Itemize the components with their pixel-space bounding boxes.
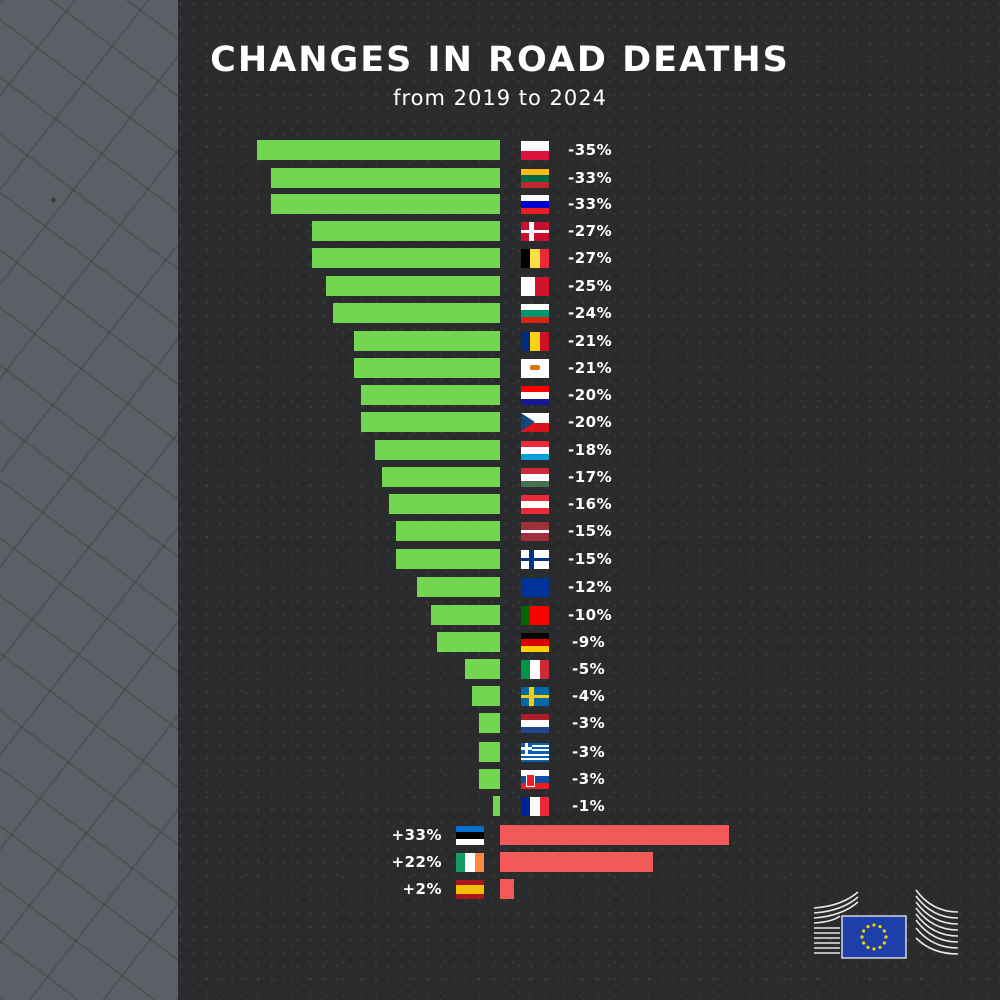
bar-sweden	[472, 686, 500, 706]
bar-finland	[395, 549, 500, 569]
flag-hungary-icon	[521, 468, 549, 487]
value-label: +2%	[402, 880, 442, 898]
bar-netherlands	[479, 713, 500, 733]
value-label: -10%	[568, 606, 613, 624]
bar-luxembourg	[374, 440, 500, 460]
flag-denmark-icon	[521, 222, 549, 241]
value-label: -17%	[568, 468, 613, 486]
bar-italy	[465, 659, 500, 679]
bar-croatia	[361, 385, 500, 405]
flag-bulgaria-icon	[521, 304, 549, 323]
chart-title: CHANGES IN ROAD DEATHS	[210, 40, 790, 80]
value-label: -18%	[568, 441, 613, 459]
value-label: -20%	[568, 413, 613, 431]
european-commission-logo	[813, 889, 959, 959]
value-label: -24%	[568, 304, 613, 322]
value-label: -5%	[572, 660, 606, 678]
value-label: -3%	[572, 743, 606, 761]
flag-ireland-icon	[456, 853, 484, 872]
flag-malta-icon	[521, 277, 549, 296]
flag-latvia-icon	[521, 522, 549, 541]
flag-cyprus-icon	[521, 359, 549, 378]
flag-belgium-icon	[521, 249, 549, 268]
flag-greece-icon	[521, 743, 549, 762]
asphalt-background	[178, 0, 1000, 1000]
flag-spain-icon	[456, 880, 484, 899]
flag-netherlands-icon	[521, 714, 549, 733]
flag-croatia-icon	[521, 386, 549, 405]
value-label: +22%	[391, 853, 442, 871]
flag-poland-icon	[521, 141, 549, 160]
bar-lithuania	[270, 168, 500, 188]
flag-slovenia-icon	[521, 195, 549, 214]
value-label: -33%	[568, 195, 613, 213]
value-label: -15%	[568, 522, 613, 540]
value-label: -33%	[568, 169, 613, 187]
flag-italy-icon	[521, 660, 549, 679]
flag-lithuania-icon	[521, 169, 549, 188]
value-label: -25%	[568, 277, 613, 295]
flag-portugal-icon	[521, 606, 549, 625]
chart-subtitle: from 2019 to 2024	[393, 86, 607, 110]
value-label: -20%	[568, 386, 613, 404]
bar-spain	[500, 879, 514, 899]
value-label: -35%	[568, 141, 613, 159]
flag-eu-icon	[521, 578, 549, 597]
bar-czechia	[361, 412, 500, 432]
bar-portugal	[430, 605, 500, 625]
bar-eu	[416, 577, 500, 597]
bar-germany	[437, 632, 500, 652]
bar-latvia	[395, 521, 500, 541]
bar-bulgaria	[333, 303, 500, 323]
value-label: -21%	[568, 359, 613, 377]
value-label: -12%	[568, 578, 613, 596]
value-label: -4%	[572, 687, 606, 705]
bar-france	[493, 796, 500, 816]
value-label: -21%	[568, 332, 613, 350]
bar-cyprus	[354, 358, 500, 378]
value-label: -27%	[568, 249, 613, 267]
flag-sweden-icon	[521, 687, 549, 706]
value-label: -1%	[572, 797, 606, 815]
bar-malta	[326, 276, 500, 296]
bar-slovenia	[270, 194, 500, 214]
flag-finland-icon	[521, 550, 549, 569]
value-label: -9%	[572, 633, 606, 651]
bar-estonia	[500, 825, 730, 845]
flag-luxembourg-icon	[521, 441, 549, 460]
flag-france-icon	[521, 797, 549, 816]
value-label: -3%	[572, 770, 606, 788]
flag-slovakia-icon	[521, 770, 549, 789]
value-label: -15%	[568, 550, 613, 568]
value-label: -27%	[568, 222, 613, 240]
flag-austria-icon	[521, 495, 549, 514]
bar-belgium	[312, 248, 500, 268]
value-label: +33%	[391, 826, 442, 844]
value-label: -3%	[572, 714, 606, 732]
bar-greece	[479, 742, 500, 762]
bar-hungary	[381, 467, 500, 487]
flag-germany-icon	[521, 633, 549, 652]
bar-poland	[256, 140, 500, 160]
value-label: -16%	[568, 495, 613, 513]
bar-denmark	[312, 221, 500, 241]
bar-romania	[354, 331, 500, 351]
flag-romania-icon	[521, 332, 549, 351]
bar-austria	[388, 494, 500, 514]
bar-ireland	[500, 852, 653, 872]
flag-estonia-icon	[456, 826, 484, 845]
road-edge-background	[0, 0, 178, 1000]
flag-czechia-icon	[521, 413, 549, 432]
bar-slovakia	[479, 769, 500, 789]
